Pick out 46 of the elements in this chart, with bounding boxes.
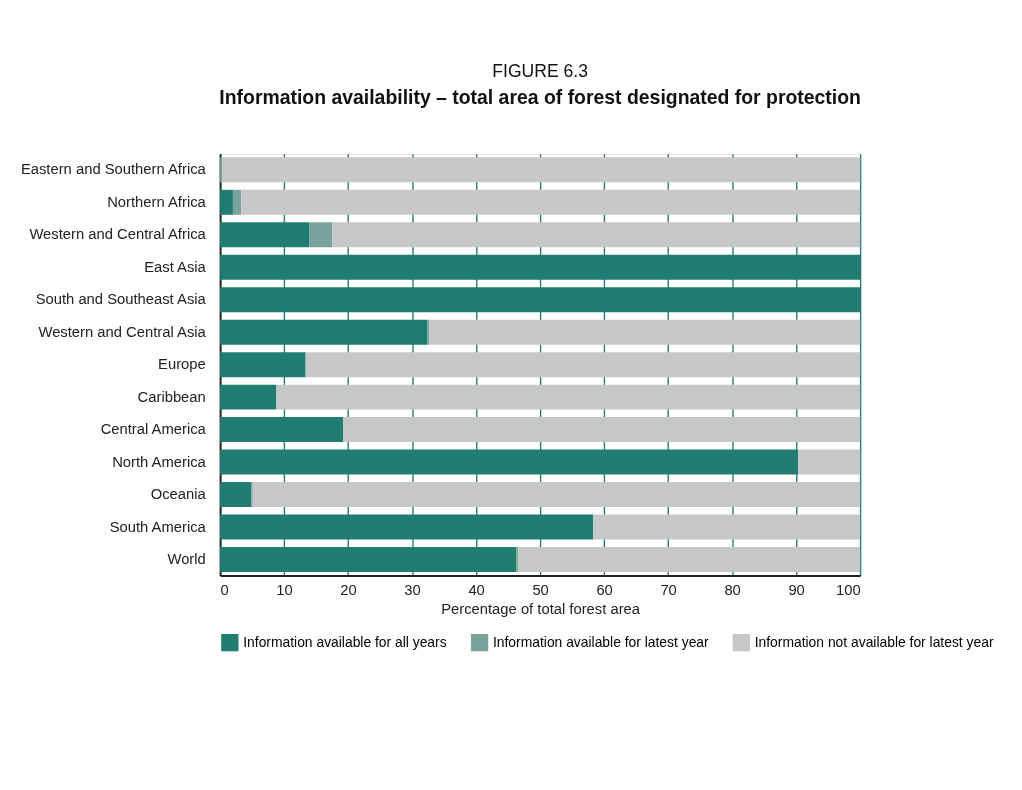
- bar: [220, 384, 277, 410]
- y-tick-label: Northern Africa: [107, 193, 207, 210]
- y-tick-label: Europe: [158, 356, 206, 373]
- bar: [252, 482, 861, 507]
- x-tick-label: 30: [404, 582, 421, 599]
- bar: [798, 449, 861, 475]
- legend-label: Information available for all years: [243, 634, 447, 651]
- bar: [220, 482, 252, 507]
- bar: [429, 319, 861, 345]
- y-tick-label: Caribbean: [137, 388, 206, 405]
- bar: [343, 417, 861, 443]
- x-tick-label: 40: [468, 582, 485, 599]
- x-tick-label: 80: [724, 582, 741, 599]
- x-tick-label: 90: [788, 582, 805, 599]
- chart-title: FIGURE 6.3: [492, 61, 588, 82]
- bar: [276, 384, 861, 410]
- bar: [332, 222, 861, 248]
- bar: [593, 514, 861, 540]
- y-tick-label: Eastern and Southern Africa: [20, 161, 207, 178]
- x-tick-label: 10: [276, 582, 293, 599]
- bar: [232, 189, 242, 215]
- chart-subtitle: Information availability – total area of forest designated for protection: [219, 85, 861, 108]
- y-tick-label: South America: [109, 518, 207, 535]
- x-tick-label: 50: [532, 582, 549, 599]
- x-tick-label: 60: [596, 582, 613, 599]
- y-tick-label: East Asia: [144, 258, 207, 275]
- y-tick-label: Western and Central Africa: [29, 226, 207, 243]
- bar: [222, 157, 861, 183]
- y-tick-label: Western and Central Asia: [38, 323, 207, 340]
- x-tick-label: 0: [220, 582, 229, 599]
- x-axis-title: Percentage of total forest area: [441, 600, 641, 617]
- y-tick-label: World: [167, 551, 206, 568]
- bar: [220, 189, 233, 215]
- legend-label: Information available for latest year: [492, 634, 710, 651]
- y-tick-label: North America: [112, 453, 207, 470]
- bar: [241, 189, 861, 215]
- bar: [309, 222, 333, 248]
- x-tick-label: 100: [835, 582, 861, 599]
- y-tick-label: Central America: [100, 421, 207, 438]
- x-tick-label: 70: [660, 582, 677, 599]
- y-tick-label: Oceania: [150, 486, 207, 503]
- bar: [306, 352, 861, 378]
- y-tick-label: South and Southeast Asia: [35, 291, 207, 308]
- bar: [518, 546, 861, 572]
- x-tick-label: 20: [340, 582, 357, 599]
- legend-label: Information not available for latest year: [754, 634, 994, 651]
